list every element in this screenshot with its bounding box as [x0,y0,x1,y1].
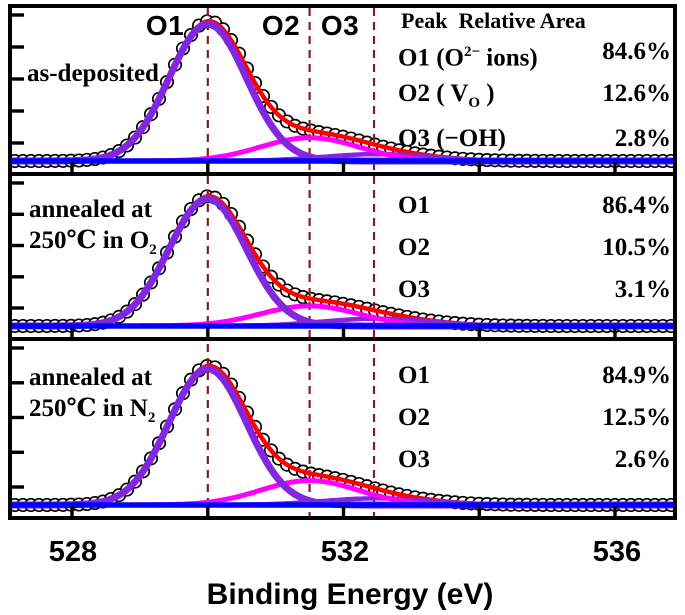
fit-curves [12,194,673,330]
subscript: O [468,95,481,112]
peak-label-o3: O3 [320,10,360,41]
legend-label: O2 ( VO ) [398,80,495,112]
legend-label: O2 [398,234,430,261]
legend-panel-3: O1 84.9% O2 12.5% O3 2.6% [395,363,671,489]
annotation-line: 250℃ in O2 [29,227,157,258]
legend-row-o3: O3 2.6% [395,447,671,473]
legend-row-o3: O3 3.1% [395,277,671,303]
legend-label: O1 (O2− ions) [398,44,538,72]
legend-value: 12.5% [602,404,671,431]
fit-curves [12,18,673,165]
legend-value: 84.6% [602,38,671,65]
legend-value: 12.6% [602,80,671,108]
annotation-line: annealed at [29,364,152,391]
legend-row-o2: O2 12.5% [395,405,671,431]
legend-row-o2: O2 10.5% [395,235,671,261]
annotation-line: 250℃ in N2 [29,395,156,426]
x-tick-label-528: 528 [48,536,98,568]
peak-label-o1: O1 [145,10,185,41]
legend-row-o1: O1 86.4% [395,193,671,219]
panel-annotation-annealed-n2: annealed at 250℃ in N2 [29,362,155,434]
legend-row-o3: O3 (−OH) 2.8% [395,126,671,152]
x-tick-label-536: 536 [592,536,642,568]
panel-annotation-annealed-o2: annealed at 250℃ in O2 [29,194,157,266]
subscript: 2 [147,410,156,426]
legend-row-o2: O2 ( VO ) 12.6% [395,81,671,116]
panel-frame [8,337,677,520]
legend-panel-1: Peak Relative Area O1 (O2− ions) 84.6% O… [395,8,671,162]
legend-row-o1: O1 84.9% [395,363,671,389]
x-tick-label-532: 532 [320,536,370,568]
legend-panel-2: O1 86.4% O2 10.5% O3 3.1% [395,193,671,319]
legend-label: O1 [398,192,430,219]
legend-label: O3 (−OH) [398,125,506,153]
legend-value: 2.8% [614,125,671,153]
peak-label-o2: O2 [261,10,301,41]
legend-label: O3 [398,276,430,303]
legend-value: 10.5% [602,234,671,261]
subscript: 2 [149,242,157,258]
panel-annotation-as-deposited: as-deposited [27,58,159,89]
legend-value: 86.4% [602,192,671,219]
annotation-line: annealed at [29,196,152,223]
legend-value: 3.1% [614,276,671,303]
legend-label: O1 [398,362,430,389]
fit-curves [12,363,673,509]
legend-value: 84.9% [602,362,671,389]
annotation-line: as-deposited [27,60,159,87]
legend-header: Peak Relative Area [401,8,586,33]
legend-value: 2.6% [614,446,671,473]
legend-label: O3 [398,446,430,473]
legend-label: O2 [398,404,430,431]
legend-row-o1: O1 (O2− ions) 84.6% [395,38,671,72]
superscript: 2− [463,44,481,60]
x-axis-title: Binding Energy (eV) [206,578,494,611]
